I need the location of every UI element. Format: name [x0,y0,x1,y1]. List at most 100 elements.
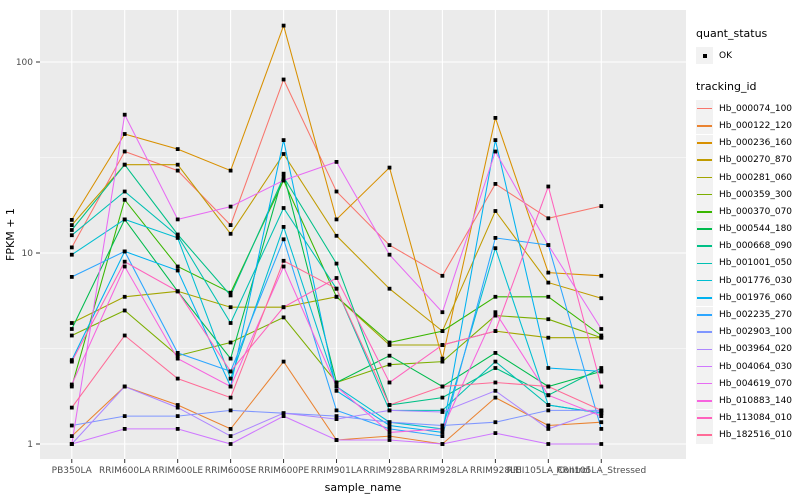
data-point [175,414,180,418]
legend-item-Hb_002903_100: Hb_002903_100 [696,323,800,341]
data-point [228,442,233,446]
data-point [228,356,233,361]
data-points [69,23,604,446]
legend-item-label: Hb_003964_020 [719,344,793,355]
x-tick-label: RRIM928LA [417,466,469,476]
x-tick-label: RRIM928LE [470,466,521,476]
data-point [599,296,604,301]
data-point [387,438,392,442]
legend-key [696,100,713,118]
legend-item-Hb_000370_070: Hb_000370_070 [696,203,800,221]
series-color-swatch [697,296,712,299]
data-point [546,366,551,370]
data-point [175,233,180,238]
data-point [599,408,604,413]
data-point [493,149,498,154]
data-point [334,294,339,299]
data-point [599,427,604,431]
data-point [69,405,74,410]
x-tick-label: RRII105LA_Control [507,466,590,476]
data-point [546,294,551,299]
data-point [69,423,74,428]
data-point [228,384,233,389]
legend-key [696,340,713,358]
legend-key [696,169,713,187]
series-color-swatch [697,382,712,385]
legend-key [696,306,713,324]
series-color-swatch [697,434,712,437]
legend-item-Hb_004619_070: Hb_004619_070 [696,375,800,393]
data-point [493,351,498,355]
data-point [228,395,233,400]
data-point [546,408,551,413]
legend-item-label: OK [719,50,732,61]
legend-key [696,392,713,410]
data-point [122,264,127,269]
legend-item-Hb_182516_010: Hb_182516_010 [696,426,800,444]
legend-item-ok: OK [696,47,800,65]
data-point [175,289,180,294]
data-point [334,417,339,421]
data-point [69,333,74,338]
data-point [546,384,551,389]
data-point [493,246,498,251]
data-point [493,310,498,315]
legend-item-Hb_001976_060: Hb_001976_060 [696,289,800,307]
series-color-swatch [697,400,712,402]
data-point [69,245,74,250]
legend-item-label: Hb_010883_140 [719,395,793,406]
legend-item-Hb_001001_050: Hb_001001_050 [696,254,800,272]
legend-key [696,272,713,290]
data-point [334,384,339,389]
data-point [440,343,445,347]
data-point [546,243,551,247]
data-point [546,393,551,398]
series-color-swatch [697,159,712,162]
data-point [546,280,551,285]
series-color-swatch [697,348,712,351]
x-tick-label: RRIM600LE [152,466,203,476]
data-point [440,427,445,431]
series-color-swatch [697,193,712,196]
data-point [493,138,498,142]
legend-key [696,117,713,135]
legend-item-label: Hb_002235_270 [719,310,793,321]
data-point [122,259,127,264]
data-point [493,395,498,400]
legend-item-label: Hb_004064_030 [719,361,793,372]
series-color-swatch [697,262,712,265]
data-point [440,423,445,428]
x-tick-label: RRIM600LA [99,466,151,476]
data-point [440,359,445,364]
legend-item-label: Hb_000281_060 [719,172,793,183]
data-point [493,116,498,120]
data-point [493,366,498,370]
data-point [334,388,339,393]
data-point [122,333,127,338]
legend-item-label: Hb_000074_100 [719,103,793,114]
data-point [387,340,392,345]
legend-item-Hb_000544_180: Hb_000544_180 [696,220,800,238]
data-point [228,369,233,374]
y-tick-label: 100 [16,58,33,68]
data-point [387,286,392,291]
data-point [122,414,127,418]
data-point [281,152,286,156]
data-point [334,408,339,413]
data-point [387,403,392,407]
legend-item-label: Hb_000122_120 [719,120,793,131]
legend-item-Hb_003964_020: Hb_003964_020 [696,340,800,358]
data-point [440,430,445,435]
data-point [228,223,233,227]
data-point [546,427,551,431]
data-point [228,376,233,381]
x-tick-label: RRIM600SE [205,466,257,476]
data-point [281,206,286,210]
data-point [281,315,286,320]
data-point [69,252,74,257]
legend-key [696,237,713,255]
data-point [69,228,74,232]
legend-item-label: Hb_001776_030 [719,275,793,286]
data-point [599,327,604,331]
